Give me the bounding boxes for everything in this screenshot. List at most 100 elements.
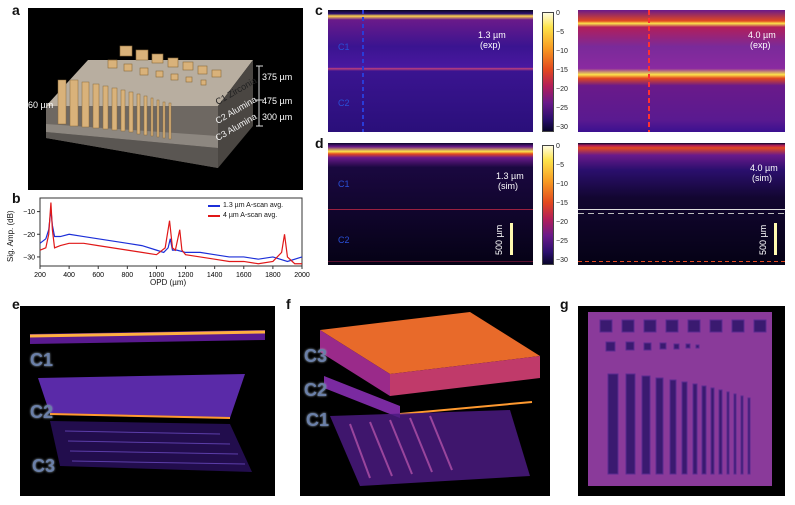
x-tick-label: 1800: [265, 272, 281, 279]
d-left-c2: C2: [338, 235, 350, 245]
panel-d-right-image: 4.0 µm (sim) 500 µm: [578, 143, 785, 265]
line-chart: 200 400 600 800 1000 1200 1400 1600 1800 2000 −10 −…: [23, 197, 310, 279]
sample-schematic: [46, 45, 263, 168]
panel-e-image: C1 C2 C3: [20, 306, 275, 496]
x-tick-label: 800: [121, 272, 133, 279]
d-right-interface-dashed: [578, 213, 785, 214]
cbar-c-tick-2: −10: [556, 48, 568, 55]
cbar-c-tick-3: −15: [556, 67, 568, 74]
legend-label-1: 1.3 µm A-scan avg.: [223, 202, 284, 209]
thickness-c3: 300 µm: [262, 112, 293, 122]
e-c2-label: C2: [30, 402, 54, 422]
width-label: 60 µm: [28, 100, 54, 110]
panel-label-a: a: [12, 2, 20, 18]
cbar-c-tick-0: 0: [556, 10, 560, 17]
plot-frame: [39, 197, 303, 267]
cbar-d-tick-5: −25: [556, 238, 568, 245]
thickness-c2: 475 µm: [262, 96, 293, 106]
legend-label-2: 4 µm A-scan avg.: [223, 212, 278, 219]
c-left-sub: (exp): [480, 40, 501, 50]
panel-a-image: 375 µm 475 µm 300 µm 60 µm C1 Zirconia C…: [28, 8, 303, 190]
y-axis-label: Sig. Amp. (dB): [6, 210, 15, 262]
x-tick-label: 200: [34, 272, 46, 279]
legend-swatch-red: [208, 214, 220, 217]
en-face-g: [588, 312, 772, 486]
panel-label-c: c: [315, 2, 323, 18]
e-c2-layer: [38, 374, 245, 418]
panel-c-left-image: 1.3 µm (exp) C1 C2: [328, 10, 533, 132]
panel-label-g: g: [560, 296, 569, 312]
thickness-c1: 375 µm: [262, 72, 293, 82]
panel-label-b: b: [12, 190, 21, 206]
c-right-wavelength: 4.0 µm: [748, 30, 776, 40]
f-c3-label: C3: [304, 346, 328, 366]
y-tick-label: −10: [23, 209, 35, 216]
legend: 1.3 µm A-scan avg. 4 µm A-scan avg.: [208, 202, 283, 219]
d-left-scale-bar: [510, 223, 513, 255]
e-c3-layer: [50, 421, 252, 472]
cbar-d-tick-0: 0: [556, 143, 560, 150]
cbar-d-tick-4: −20: [556, 219, 568, 226]
c-left-wavelength: 1.3 µm: [478, 30, 506, 40]
x-tick-label: 1600: [236, 272, 252, 279]
d-right-scale-label: 500 µm: [758, 224, 768, 255]
c-right-sub: (exp): [750, 40, 771, 50]
legend-swatch-blue: [208, 204, 220, 207]
cbar-c-tick-6: −30: [556, 124, 568, 131]
f-c2-label: C2: [304, 380, 328, 400]
red-scan-line: [648, 10, 650, 132]
panel-c-right-image: 4.0 µm (exp): [578, 10, 785, 132]
d-left-scale-label: 500 µm: [494, 224, 504, 255]
c-left-c2: C2: [338, 98, 350, 108]
panel-label-e: e: [12, 296, 20, 312]
d-left-sub: (sim): [498, 181, 518, 191]
e-c3-label: C3: [32, 456, 56, 476]
side-face: [218, 60, 253, 168]
d-right-bottom-interface: [578, 261, 785, 262]
legend-item-2: 4 µm A-scan avg.: [208, 212, 283, 219]
x-tick-label: 1200: [178, 272, 194, 279]
f-c1-label: C1: [306, 410, 330, 430]
d-left-bottom-interface: [328, 261, 533, 262]
x-tick-label: 1400: [207, 272, 223, 279]
volume-f: [320, 312, 540, 486]
c-left-c1: C1: [338, 42, 350, 52]
panel-label-d: d: [315, 135, 324, 151]
x-tick-label: 600: [92, 272, 104, 279]
f-c3-layer: [320, 312, 540, 374]
d-left-c1: C1: [338, 179, 350, 189]
colorbar-c: [542, 12, 554, 132]
panel-label-f: f: [286, 296, 291, 312]
cbar-c-tick-1: −5: [556, 29, 564, 36]
f-c1-layer: [330, 410, 530, 486]
cbar-d-tick-2: −10: [556, 181, 568, 188]
panel-b-chart: 200 400 600 800 1000 1200 1400 1600 1800 2000 −10 −…: [0, 192, 310, 292]
volume-e: [29, 330, 266, 472]
x-tick-label: 1000: [149, 272, 165, 279]
d-left-interface: [328, 209, 533, 210]
f-c2-layer: [324, 376, 400, 418]
x-axis-label: OPD (µm): [150, 278, 187, 287]
panel-g-image: [578, 306, 785, 496]
x-tick-label: 400: [63, 272, 75, 279]
legend-item-1: 1.3 µm A-scan avg.: [208, 202, 283, 209]
d-right-scale-bar: [774, 223, 777, 255]
d-right-wavelength: 4.0 µm: [750, 163, 778, 173]
y-tick-label: −20: [23, 232, 35, 239]
series-line-2: [39, 202, 302, 265]
e-c1-label: C1: [30, 350, 54, 370]
cbar-c-tick-5: −25: [556, 105, 568, 112]
blue-scan-line: [362, 10, 364, 132]
d-right-sub: (sim): [752, 173, 772, 183]
d-right-interface: [578, 209, 785, 210]
cbar-d-tick-1: −5: [556, 162, 564, 169]
panel-d-left-image: 1.3 µm (sim) C1 C2 500 µm: [328, 143, 533, 265]
x-tick-label: 2000: [294, 272, 310, 279]
d-left-wavelength: 1.3 µm: [496, 171, 524, 181]
cbar-d-tick-6: −30: [556, 257, 568, 264]
cbar-c-tick-4: −20: [556, 86, 568, 93]
cbar-d-tick-3: −15: [556, 200, 568, 207]
panel-f-image: C3 C2 C1: [300, 306, 550, 496]
colorbar-d: [542, 145, 554, 265]
y-tick-label: −30: [23, 254, 35, 261]
